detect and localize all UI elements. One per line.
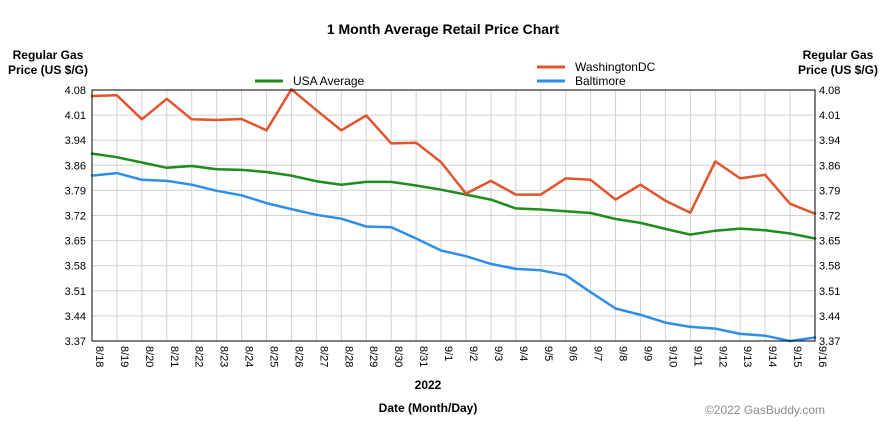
x-tick-label: 8/22 bbox=[193, 346, 205, 367]
copyright-text: ©2022 GasBuddy.com bbox=[705, 403, 825, 417]
x-tick-label: 8/18 bbox=[93, 346, 105, 367]
y-tick-label-right: 4.01 bbox=[819, 110, 840, 122]
x-tick-label: 9/3 bbox=[492, 346, 504, 361]
y-tick-label-left: 3.44 bbox=[65, 311, 86, 323]
y-tick-label-left: 3.51 bbox=[65, 286, 86, 298]
grid bbox=[91, 89, 816, 342]
y-tick-label-left: 3.65 bbox=[65, 236, 86, 248]
y-tick-label-left: 4.01 bbox=[65, 110, 86, 122]
y-tick-label-left: 4.08 bbox=[65, 85, 86, 97]
x-tick-label: 9/11 bbox=[691, 346, 703, 367]
x-tick-label: 9/15 bbox=[791, 346, 803, 367]
legend-label-washingtondc: WashingtonDC bbox=[575, 60, 656, 74]
x-tick-label: 9/7 bbox=[592, 346, 604, 361]
legend-label-usa-average: USA Average bbox=[293, 74, 364, 88]
x-tick-label: 9/10 bbox=[666, 346, 678, 367]
x-axis-title: Date (Month/Day) bbox=[379, 401, 478, 415]
series-line-baltimore bbox=[90, 171, 817, 343]
y-tick-label-right: 3.86 bbox=[819, 160, 840, 172]
x-tick-label: 9/13 bbox=[741, 346, 753, 367]
x-tick-label: 8/28 bbox=[342, 346, 354, 367]
y-tick-label-right: 3.58 bbox=[819, 261, 840, 273]
x-tick-label: 9/14 bbox=[766, 346, 778, 367]
chart-title: 1 Month Average Retail Price Chart bbox=[327, 21, 560, 37]
x-tick-label: 9/6 bbox=[567, 346, 579, 361]
y-tick-label-left: 3.94 bbox=[65, 135, 86, 147]
y-tick-label-left: 3.86 bbox=[65, 160, 86, 172]
y-tick-label-left: 3.72 bbox=[65, 211, 86, 223]
y-tick-label-right: 3.65 bbox=[819, 236, 840, 248]
x-tick-label: 8/25 bbox=[268, 346, 280, 367]
y-axis-label-left-line2: Price (US $/G) bbox=[8, 63, 88, 77]
x-axis-year-label: 2022 bbox=[415, 378, 442, 392]
x-tick-label: 8/23 bbox=[218, 346, 230, 367]
y-tick-label-right: 3.79 bbox=[819, 185, 840, 197]
y-tick-label-left: 3.37 bbox=[65, 336, 86, 348]
x-tick-label: 8/24 bbox=[243, 346, 255, 367]
x-tick-label: 8/30 bbox=[392, 346, 404, 367]
series-line-washingtondc bbox=[90, 88, 817, 215]
x-tick-label: 8/27 bbox=[317, 346, 329, 367]
x-tick-label: 8/21 bbox=[168, 346, 180, 367]
y-axis-label-right-line2: Price (US $/G) bbox=[798, 63, 878, 77]
y-tick-label-left: 3.58 bbox=[65, 261, 86, 273]
x-tick-label: 8/29 bbox=[367, 346, 379, 367]
x-tick-label: 9/4 bbox=[517, 346, 529, 361]
y-axis-label-right-line1: Regular Gas bbox=[803, 48, 874, 62]
x-tick-label: 8/20 bbox=[143, 346, 155, 367]
y-tick-label-right: 3.94 bbox=[819, 135, 840, 147]
plot-frame bbox=[91, 89, 816, 342]
y-tick-labels: 4.08 4.08 4.01 4.01 3.94 3.94 3.86 3.86 3.79 3.79… bbox=[65, 85, 841, 348]
y-axis-label-left-line1: Regular Gas bbox=[13, 48, 84, 62]
x-tick-label: 9/12 bbox=[716, 346, 728, 367]
legend: USA Average WashingtonDC Baltimore bbox=[255, 60, 656, 88]
x-tick-labels: 8/18 8/19 8/20 8/21 8/22 8/23 8/24 8/25 8/26 8/27… bbox=[93, 346, 828, 367]
x-tick-label: 9/1 bbox=[442, 346, 454, 361]
x-tick-label: 9/5 bbox=[542, 346, 554, 361]
y-tick-label-right: 3.44 bbox=[819, 311, 840, 323]
y-tick-label-right: 4.08 bbox=[819, 85, 840, 97]
series-lines bbox=[90, 88, 817, 343]
x-tick-label: 9/2 bbox=[467, 346, 479, 361]
y-tick-label-left: 3.79 bbox=[65, 185, 86, 197]
y-tick-label-right: 3.37 bbox=[819, 336, 840, 348]
x-tick-label: 9/16 bbox=[816, 346, 828, 367]
series-line-usa-average bbox=[90, 152, 817, 240]
x-tick-label: 8/19 bbox=[118, 346, 130, 367]
x-tick-label: 9/9 bbox=[641, 346, 653, 361]
y-tick-label-right: 3.51 bbox=[819, 286, 840, 298]
x-tick-label: 9/8 bbox=[617, 346, 629, 361]
legend-label-baltimore: Baltimore bbox=[575, 74, 626, 88]
y-tick-label-right: 3.72 bbox=[819, 211, 840, 223]
x-tick-label: 8/31 bbox=[417, 346, 429, 367]
x-tick-label: 8/26 bbox=[292, 346, 304, 367]
